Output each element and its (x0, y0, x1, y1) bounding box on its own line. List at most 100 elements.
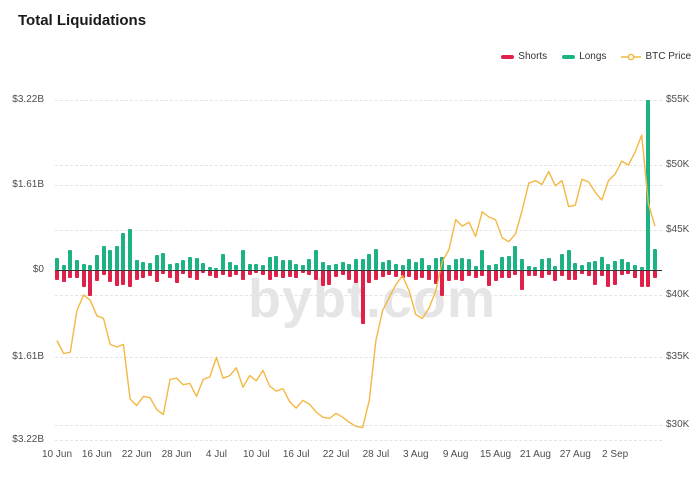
bar-longs[interactable] (154, 255, 159, 270)
bar-longs[interactable] (340, 262, 345, 270)
bar-longs[interactable] (74, 260, 79, 270)
bar-shorts[interactable] (207, 270, 212, 276)
bar-shorts[interactable] (241, 270, 246, 280)
chart-plot-area[interactable] (55, 100, 662, 441)
bar-shorts[interactable] (573, 270, 578, 280)
bar-longs[interactable] (194, 258, 199, 270)
bar-longs[interactable] (287, 260, 292, 270)
bar-longs[interactable] (334, 263, 339, 270)
bar-shorts[interactable] (227, 270, 232, 277)
bar-shorts[interactable] (101, 270, 106, 275)
bar-longs[interactable] (101, 245, 106, 270)
bar-shorts[interactable] (141, 270, 146, 278)
bar-shorts[interactable] (380, 270, 385, 277)
bar-shorts[interactable] (553, 270, 558, 281)
bar-shorts[interactable] (473, 270, 478, 278)
bar-shorts[interactable] (533, 270, 538, 277)
bar-longs[interactable] (613, 261, 618, 270)
bar-shorts[interactable] (633, 270, 638, 278)
bar-longs[interactable] (493, 264, 498, 270)
bar-longs[interactable] (108, 250, 113, 270)
bar-longs[interactable] (579, 264, 584, 270)
bar-shorts[interactable] (520, 270, 525, 290)
bar-longs[interactable] (526, 266, 531, 270)
bar-longs[interactable] (254, 263, 259, 270)
bar-longs[interactable] (354, 259, 358, 270)
bar-longs[interactable] (413, 262, 418, 270)
bar-longs[interactable] (626, 262, 631, 270)
bar-shorts[interactable] (55, 270, 59, 280)
bar-longs[interactable] (201, 263, 206, 270)
bar-longs[interactable] (300, 264, 305, 270)
bar-shorts[interactable] (367, 270, 372, 283)
bar-shorts[interactable] (81, 270, 86, 288)
bar-shorts[interactable] (526, 270, 531, 277)
bar-longs[interactable] (367, 253, 372, 270)
bar-shorts[interactable] (460, 270, 465, 281)
bar-shorts[interactable] (486, 270, 491, 287)
bar-shorts[interactable] (387, 270, 392, 275)
bar-longs[interactable] (407, 259, 412, 270)
bar-longs[interactable] (187, 257, 192, 270)
bar-longs[interactable] (148, 263, 153, 270)
bar-longs[interactable] (606, 263, 611, 270)
bar-shorts[interactable] (480, 270, 485, 277)
bar-shorts[interactable] (307, 270, 312, 275)
bar-longs[interactable] (360, 259, 365, 270)
bar-shorts[interactable] (88, 270, 93, 297)
legend-item-longs[interactable]: Longs (562, 51, 606, 62)
bar-longs[interactable] (593, 261, 598, 270)
legend-item-shorts[interactable]: Shorts (501, 51, 547, 62)
bar-longs[interactable] (68, 250, 73, 270)
bar-shorts[interactable] (407, 270, 412, 277)
bar-shorts[interactable] (447, 270, 452, 281)
bar-shorts[interactable] (134, 270, 139, 280)
bar-longs[interactable] (513, 245, 518, 270)
bar-longs[interactable] (400, 264, 405, 270)
bar-shorts[interactable] (400, 270, 405, 278)
bar-longs[interactable] (55, 258, 59, 270)
bar-longs[interactable] (506, 256, 511, 270)
bar-longs[interactable] (267, 257, 272, 270)
bar-shorts[interactable] (340, 270, 345, 275)
bar-longs[interactable] (234, 264, 239, 270)
bar-longs[interactable] (619, 259, 624, 270)
bar-longs[interactable] (294, 263, 299, 270)
bar-shorts[interactable] (593, 270, 598, 285)
bar-shorts[interactable] (267, 270, 272, 280)
bar-longs[interactable] (500, 257, 505, 270)
bar-longs[interactable] (573, 263, 578, 270)
bar-longs[interactable] (141, 262, 146, 270)
bar-longs[interactable] (633, 264, 638, 270)
bar-shorts[interactable] (466, 270, 471, 277)
bar-longs[interactable] (214, 267, 219, 270)
bar-longs[interactable] (453, 259, 458, 270)
legend-item-btc-price[interactable]: BTC Price (621, 51, 691, 62)
bar-shorts[interactable] (280, 270, 285, 278)
bar-longs[interactable] (387, 260, 392, 270)
bar-shorts[interactable] (194, 270, 199, 280)
bar-longs[interactable] (480, 250, 485, 270)
bar-shorts[interactable] (314, 270, 319, 280)
bar-longs[interactable] (486, 265, 491, 270)
bar-longs[interactable] (207, 266, 212, 270)
bar-longs[interactable] (546, 258, 551, 270)
bar-shorts[interactable] (453, 270, 458, 280)
bar-shorts[interactable] (94, 270, 99, 281)
bar-longs[interactable] (466, 259, 471, 270)
bar-longs[interactable] (320, 262, 325, 270)
bar-shorts[interactable] (613, 270, 618, 285)
bar-longs[interactable] (460, 258, 465, 270)
bar-longs[interactable] (520, 259, 525, 270)
bar-longs[interactable] (247, 263, 252, 270)
bar-longs[interactable] (114, 245, 119, 270)
bar-shorts[interactable] (606, 270, 611, 288)
bar-shorts[interactable] (247, 270, 252, 275)
bar-longs[interactable] (307, 259, 312, 270)
bar-shorts[interactable] (506, 270, 511, 278)
bar-longs[interactable] (533, 267, 538, 270)
bar-shorts[interactable] (559, 270, 564, 277)
bar-longs[interactable] (540, 259, 545, 270)
bar-shorts[interactable] (68, 270, 73, 278)
bar-shorts[interactable] (546, 270, 551, 275)
